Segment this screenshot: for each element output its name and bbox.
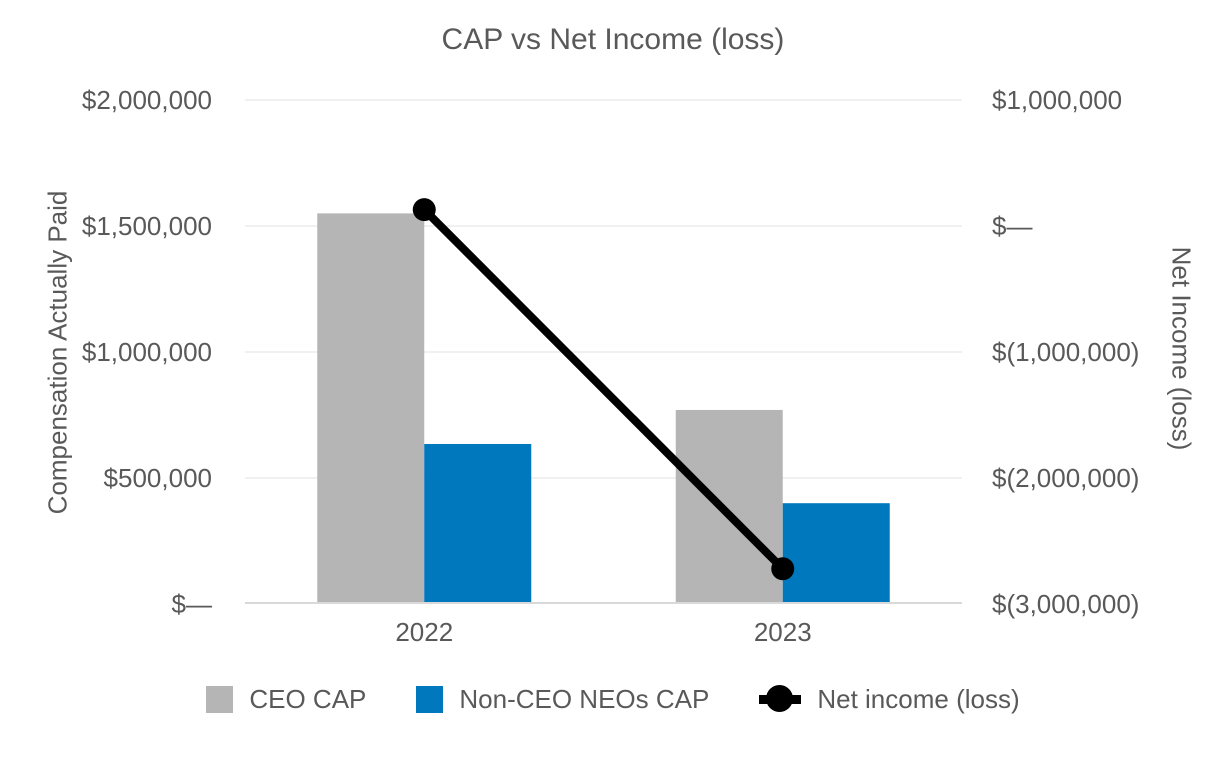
right-axis-tick: $— bbox=[992, 211, 1033, 241]
x-axis-label-2023: 2023 bbox=[753, 617, 812, 647]
bar-ceo-cap-2023 bbox=[675, 409, 783, 604]
point-net-income-loss--2022 bbox=[412, 198, 436, 222]
left-axis-ticks: $2,000,000 $1,500,000 $1,000,000 $500,000 $— bbox=[0, 0, 212, 760]
legend-item-net-income-loss-: Net income (loss) bbox=[759, 684, 1020, 714]
legend-label: Net income (loss) bbox=[817, 684, 1020, 714]
legend-label: Non-CEO NEOs CAP bbox=[459, 684, 710, 714]
legend-swatch-icon bbox=[416, 685, 444, 713]
right-axis-tick: $(3,000,000) bbox=[992, 589, 1140, 619]
chart-title: CAP vs Net Income (loss) bbox=[441, 23, 785, 56]
left-axis-tick: $1,500,000 bbox=[81, 211, 212, 241]
bar-non-ceo-neos-cap-2023 bbox=[782, 503, 890, 604]
bar-ceo-cap-2022 bbox=[317, 213, 425, 604]
line-net-income-loss- bbox=[421, 206, 786, 572]
plot-area bbox=[245, 99, 962, 604]
plot-svg bbox=[245, 99, 962, 604]
x-axis-label-2022: 2022 bbox=[395, 617, 454, 647]
legend-line-dot-icon bbox=[759, 685, 802, 713]
right-axis-ticks: $1,000,000 $— $(1,000,000) $(2,000,000) $(3,… bbox=[992, 0, 1222, 760]
legend-swatch-icon bbox=[206, 685, 234, 713]
left-axis-tick: $500,000 bbox=[103, 463, 212, 493]
right-axis-tick: $(1,000,000) bbox=[992, 337, 1140, 367]
right-axis-tick: $(2,000,000) bbox=[992, 463, 1140, 493]
left-axis-tick: $— bbox=[171, 589, 212, 619]
bar-non-ceo-neos-cap-2022 bbox=[424, 443, 532, 604]
point-net-income-loss--2023 bbox=[771, 557, 795, 581]
legend-label: CEO CAP bbox=[249, 684, 367, 714]
left-axis-tick: $1,000,000 bbox=[81, 337, 212, 367]
left-axis-tick: $2,000,000 bbox=[81, 85, 212, 115]
legend: CEO CAP Non-CEO NEOs CAP Net income (loss) bbox=[0, 684, 1226, 714]
legend-item-ceo-cap: CEO CAP bbox=[206, 684, 366, 714]
legend-dot-icon bbox=[766, 685, 794, 712]
right-axis-tick: $1,000,000 bbox=[992, 85, 1123, 115]
legend-item-non-ceo-neos-cap: Non-CEO NEOs CAP bbox=[416, 684, 709, 714]
